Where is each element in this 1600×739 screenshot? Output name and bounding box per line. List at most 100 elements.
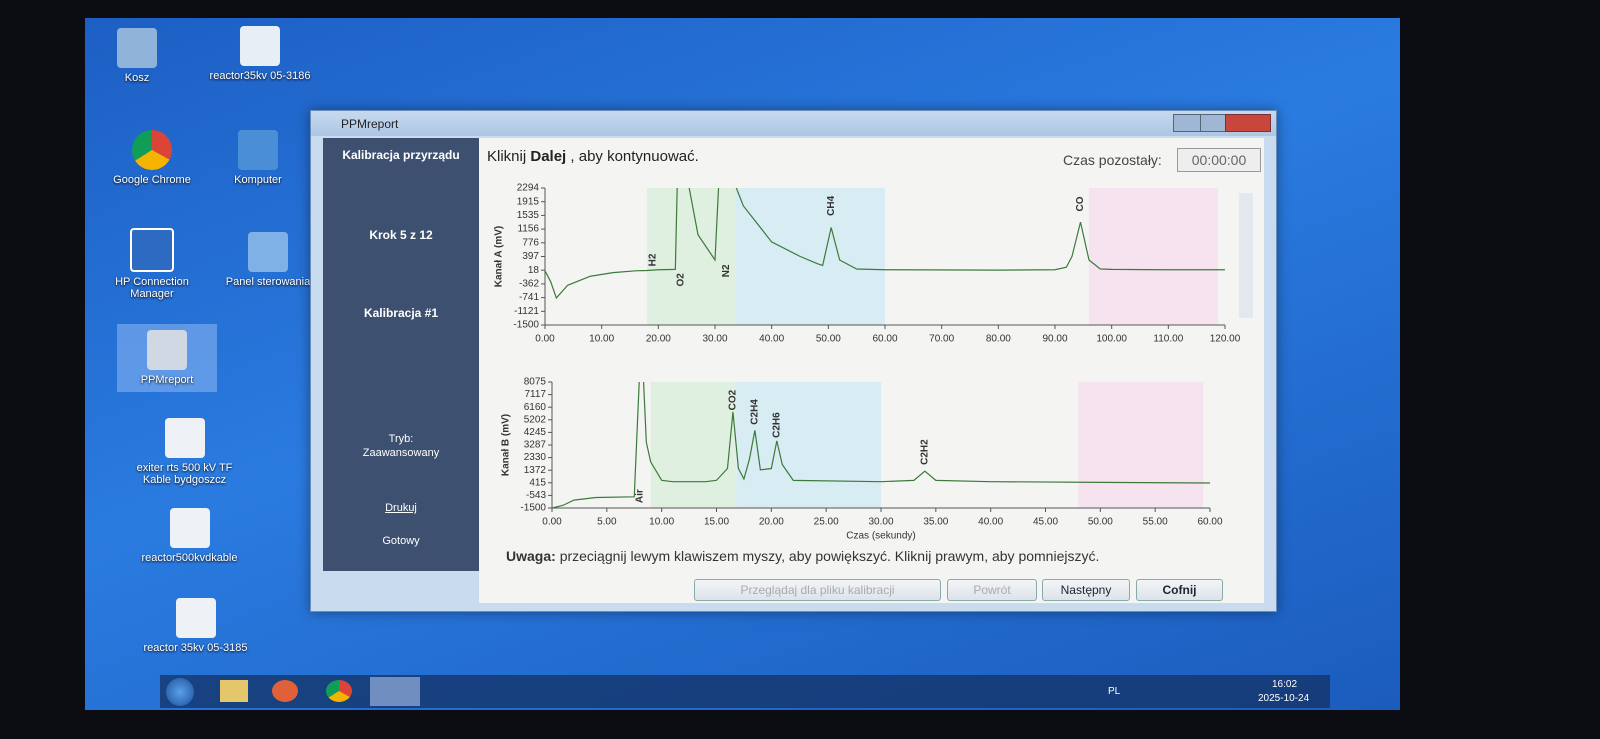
icon-label: exiter rts 500 kV TF Kable bydgoszcz [136, 462, 233, 486]
desktop-icon[interactable]: Google Chrome [102, 130, 202, 186]
trace [552, 382, 1210, 508]
peak-label: CO2 [728, 389, 739, 410]
icon-label: Google Chrome [113, 174, 191, 186]
x-tick-label: 5.00 [597, 517, 617, 528]
y-tick-label: 1156 [517, 224, 539, 235]
desktop-icon[interactable]: Komputer [208, 130, 308, 186]
x-tick-label: 0.00 [535, 334, 555, 345]
y-tick-label: -1500 [513, 320, 539, 331]
y-tick-label: 5202 [524, 414, 547, 425]
language[interactable]: PL [1108, 686, 1121, 697]
desktop-icon[interactable]: reactor500kvdkable [137, 508, 242, 564]
x-tick-label: 40.00 [978, 517, 1003, 528]
region-band [735, 188, 885, 325]
x-tick-label: 100.00 [1096, 334, 1127, 345]
y-tick-label: 18 [528, 265, 540, 276]
peak-label: CH4 [826, 195, 837, 215]
x-tick-label: 30.00 [702, 334, 727, 345]
desktop-icon[interactable]: Kosz [87, 28, 187, 84]
status-label: Gotowy [382, 535, 420, 547]
title-bar: PPMreport [311, 111, 1276, 136]
scrollbar[interactable] [1239, 193, 1253, 318]
x-tick-label: 110.00 [1153, 334, 1183, 345]
icon-label: Kosz [124, 72, 150, 84]
peak-label: CO [1075, 196, 1086, 211]
x-tick-label: 55.00 [1143, 517, 1168, 528]
peak-label: Air [634, 489, 645, 503]
region-band [650, 382, 737, 508]
mode-label: Tryb: [388, 433, 414, 445]
y-tick-label: 7117 [524, 389, 546, 400]
x-tick-label: 45.00 [1033, 517, 1058, 528]
taskbar-app[interactable] [272, 680, 298, 702]
peak-label: O2 [676, 273, 687, 287]
taskbar-app[interactable] [370, 677, 420, 706]
x-tick-label: 90.00 [1042, 334, 1067, 345]
y-tick-label: -1121 [514, 306, 539, 317]
peak-label: C2H6 [771, 412, 782, 438]
y-tick-label: 415 [529, 477, 546, 488]
y-tick-label: -1500 [520, 503, 546, 514]
desktop-icon[interactable]: HP Connection Manager [97, 228, 207, 300]
y-axis-label: Kanał A (mV) [494, 226, 505, 288]
x-tick-label: 60.00 [872, 334, 897, 345]
desktop-icon[interactable]: exiter rts 500 kV TF Kable bydgoszcz [127, 418, 242, 486]
maximize-button[interactable] [1200, 114, 1226, 132]
x-tick-label: 70.00 [929, 334, 954, 345]
section-title: Kalibracja przyrządu [342, 148, 460, 162]
desktop-icon[interactable]: reactor 35kv 05-3185 [143, 598, 248, 654]
x-axis-label: Czas (sekundy) [846, 531, 915, 542]
y-tick-label: -741 [519, 292, 539, 303]
clock-time[interactable]: 16:02 [1272, 679, 1298, 690]
y-tick-label: 397 [522, 251, 539, 262]
taskbar-app[interactable] [326, 680, 352, 702]
icon-label: Komputer [234, 174, 282, 186]
desktop-icon[interactable]: PPMreport [117, 324, 217, 392]
calibration-label: Kalibracja #1 [363, 306, 439, 320]
start-button[interactable] [166, 678, 194, 706]
peak-label: C2H2 [920, 439, 931, 465]
y-axis-label: Kanał B (mV) [501, 414, 512, 476]
icon-label: reactor500kvdkable [141, 552, 238, 564]
time-value: 00:00:00 [1177, 148, 1261, 172]
back-button[interactable]: Powrót [947, 579, 1037, 601]
instruction: Kliknij Dalej , aby kontynuować. [487, 148, 699, 165]
icon-label: PPMreport [140, 374, 194, 386]
peak-label: H2 [647, 253, 658, 266]
step-label: Krok 5 z 12 [369, 228, 433, 242]
cancel-button[interactable]: Cofnij [1136, 579, 1223, 601]
taskbar-app[interactable] [220, 680, 248, 702]
y-tick-label: 1915 [517, 196, 540, 207]
y-tick-label: -362 [519, 279, 539, 290]
clock-date[interactable]: 2025-10-24 [1258, 693, 1310, 704]
icon-label: reactor35kv 05-3186 [209, 70, 311, 82]
y-tick-label: 6160 [524, 402, 547, 413]
x-tick-label: 20.00 [646, 334, 671, 345]
peak-label: C2H4 [750, 399, 761, 425]
region-band [647, 188, 736, 325]
x-tick-label: 10.00 [649, 517, 674, 528]
next-button[interactable]: Następny [1042, 579, 1130, 601]
icon-label: HP Connection Manager [115, 276, 189, 300]
x-tick-label: 30.00 [868, 517, 893, 528]
x-tick-label: 50.00 [1088, 517, 1113, 528]
desktop-icon[interactable]: reactor35kv 05-3186 [200, 26, 320, 82]
y-tick-label: 4245 [524, 427, 547, 438]
window-title: PPMreport [341, 117, 399, 131]
close-button[interactable] [1225, 114, 1271, 132]
note: Uwaga: przeciągnij lewym klawiszem myszy… [506, 548, 1099, 564]
print-link[interactable]: Drukuj [385, 502, 417, 514]
desktop-icon[interactable]: Panel sterowania [213, 232, 323, 288]
time-label: Czas pozostały: [1063, 152, 1162, 168]
browse-button[interactable]: Przeglądaj dla pliku kalibracji [694, 579, 941, 601]
x-tick-label: 15.00 [704, 517, 729, 528]
note-label: Uwaga: [506, 548, 556, 564]
y-tick-label: 2330 [524, 452, 547, 463]
y-tick-label: -543 [526, 490, 546, 501]
chart-a: 2294 1915 1535 1156 776 397 18 -362 -741 -1121 -15… [494, 183, 1241, 345]
x-tick-label: 0.00 [542, 517, 562, 528]
x-tick-label: 120.00 [1210, 334, 1241, 345]
minimize-button[interactable] [1173, 114, 1201, 132]
region-band [1078, 382, 1204, 508]
